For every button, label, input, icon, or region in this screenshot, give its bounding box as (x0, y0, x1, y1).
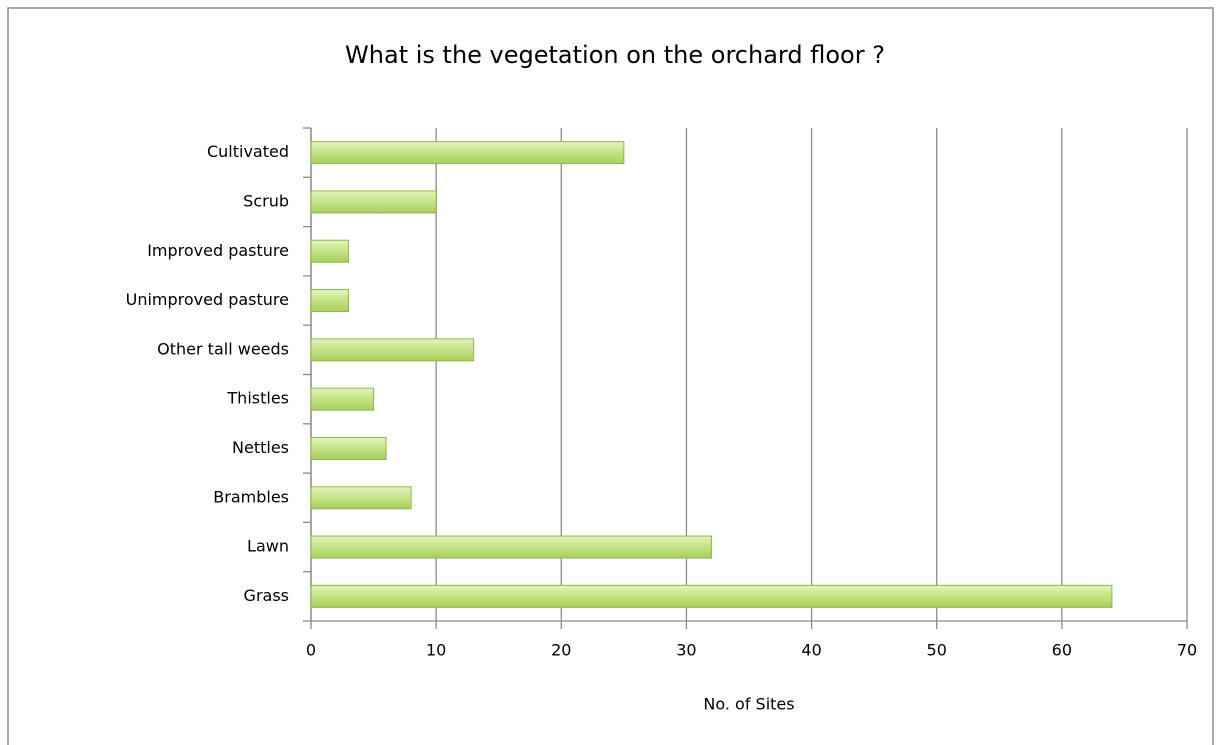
x-axis-label: No. of Sites (703, 695, 794, 714)
x-tick-label: 70 (1177, 641, 1197, 660)
x-tick-label: 20 (551, 641, 571, 660)
bar (310, 289, 350, 313)
x-tick-label: 30 (676, 641, 696, 660)
bar (310, 486, 412, 510)
x-tick-label: 40 (801, 641, 821, 660)
y-tick-label: Grass (244, 586, 289, 605)
x-tick-label: 50 (927, 641, 947, 660)
bar (310, 584, 1113, 608)
y-tick-label: Cultivated (207, 142, 289, 161)
bar (310, 387, 375, 411)
y-tick-label: Unimproved pasture (126, 290, 289, 309)
y-tick-label: Lawn (247, 537, 289, 556)
chart-frame (7, 7, 1214, 745)
x-tick-label: 0 (306, 641, 316, 660)
x-tick-label: 60 (1052, 641, 1072, 660)
y-tick-label: Scrub (243, 191, 289, 210)
y-tick-label: Improved pasture (147, 241, 289, 260)
bar (310, 436, 387, 460)
y-tick-label: Brambles (213, 487, 289, 506)
y-tick-label: Thistles (226, 389, 289, 408)
chart-title: What is the vegetation on the orchard fl… (345, 41, 885, 69)
y-tick-label: Other tall weeds (157, 339, 289, 358)
x-tick-label: 10 (426, 641, 446, 660)
bar (310, 535, 712, 559)
y-tick-label: Nettles (232, 438, 289, 457)
bar (310, 141, 625, 165)
bar (310, 190, 437, 214)
bar (310, 338, 475, 362)
bar (310, 239, 350, 263)
